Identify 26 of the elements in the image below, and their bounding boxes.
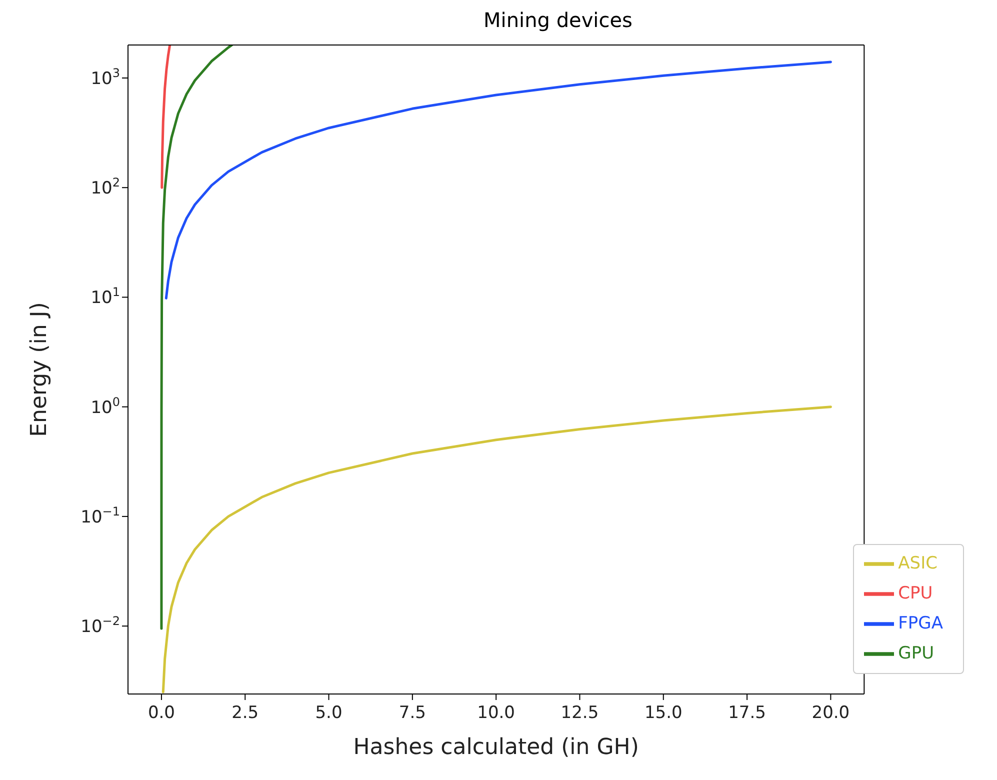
x-tick-label: 5.0 xyxy=(315,703,342,723)
line-series xyxy=(160,45,172,189)
x-tick-label: 20.0 xyxy=(812,703,850,723)
y-tick-label: 10$^{3}$ xyxy=(90,66,120,89)
x-tick-label: 0.0 xyxy=(148,703,175,723)
y-tick-label: 10$^{1}$ xyxy=(90,285,120,308)
x-tick-label: 7.5 xyxy=(398,703,426,723)
legend-label: GPU xyxy=(898,644,934,664)
x-tick-label: 2.5 xyxy=(232,703,259,723)
legend-label: ASIC xyxy=(898,554,938,574)
x-axis-title: Hashes calculated (in GH) xyxy=(353,735,639,760)
y-tick-label: 10$^{0}$ xyxy=(90,394,120,418)
legend-label: CPU xyxy=(898,584,933,604)
line-series xyxy=(162,406,832,694)
x-tick-label: 10.0 xyxy=(477,703,516,723)
y-tick-label: 10$^{−2}$ xyxy=(80,614,120,638)
line-series xyxy=(160,45,233,630)
y-tick-label: 10$^{2}$ xyxy=(90,176,120,199)
chart-title: Mining devices xyxy=(482,8,634,34)
line-series xyxy=(164,60,832,300)
x-tick-label: 12.5 xyxy=(560,703,599,723)
legend-label: FPGA xyxy=(898,614,943,634)
y-tick-label: 10$^{−1}$ xyxy=(80,504,120,528)
x-tick-label: 15.0 xyxy=(644,703,682,723)
y-axis-title: Energy (in J) xyxy=(26,302,52,437)
x-tick-label: 17.5 xyxy=(728,703,766,723)
